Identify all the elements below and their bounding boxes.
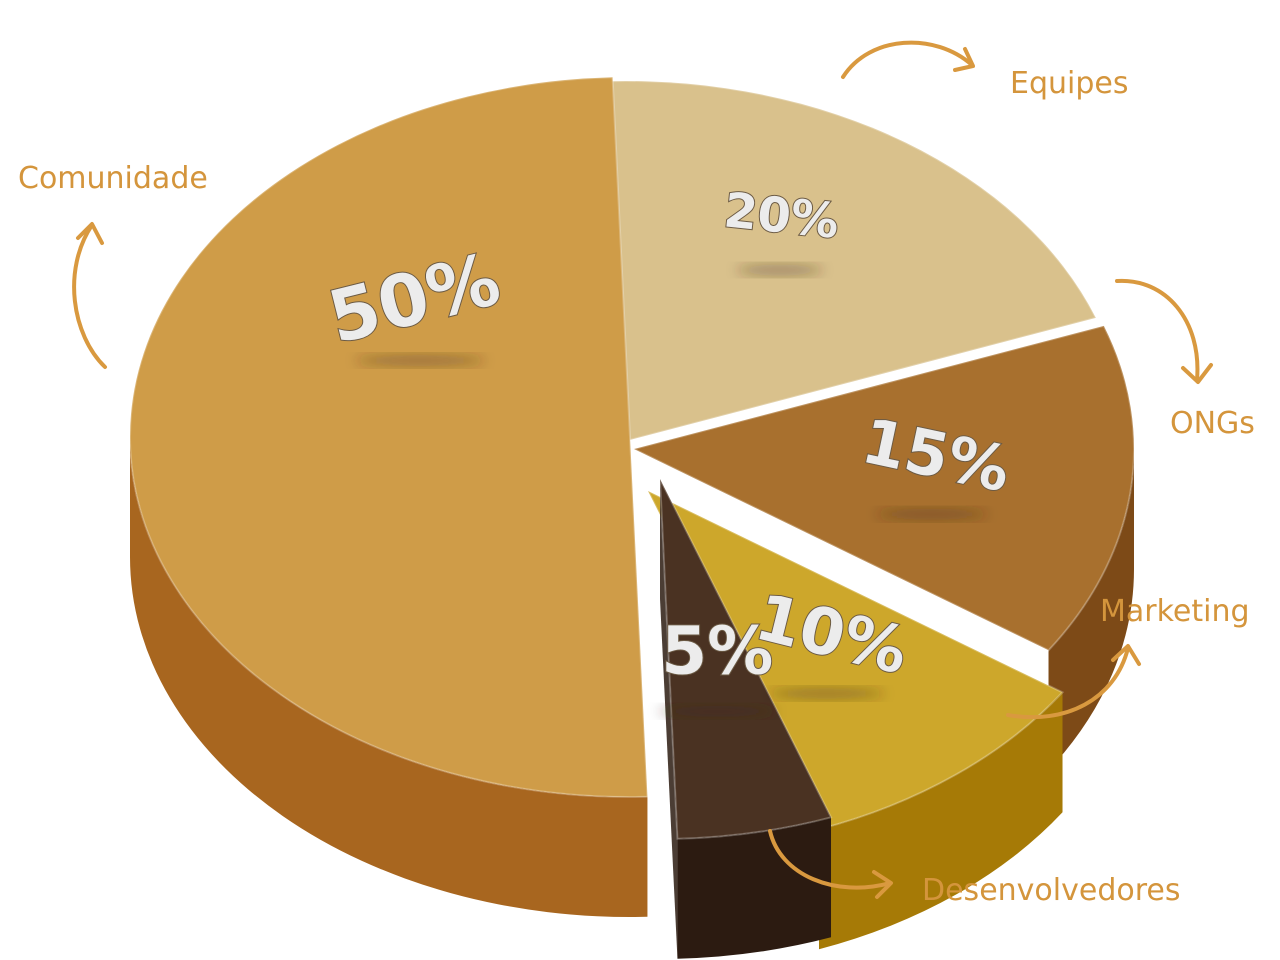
pie-slice-desenvolvedores — [659, 478, 833, 959]
label-shadow — [657, 705, 777, 718]
slice-top-face — [645, 488, 1065, 831]
slice-side-wall — [130, 437, 648, 918]
label-shadow — [736, 264, 823, 277]
curved-arrow-up-right-icon — [1006, 644, 1141, 720]
slice-top-face — [631, 324, 1135, 652]
curved-arrow-right-icon — [841, 40, 975, 79]
curved-arrow-down-icon — [1115, 278, 1213, 384]
percent-label-equipes: 20% — [721, 182, 841, 250]
pie-slice-equipes — [607, 80, 1098, 443]
label-desenvolvedores: Desenvolvedores — [922, 873, 1180, 908]
label-marketing: Marketing — [1100, 594, 1250, 629]
slice-side-wall — [1048, 449, 1134, 771]
slice-top-face — [659, 478, 833, 840]
curved-arrow-up-icon — [72, 222, 107, 369]
label-shadow — [875, 508, 988, 521]
slice-top-face — [129, 76, 649, 798]
label-ongs: ONGs — [1170, 406, 1255, 441]
pie-slice-comunidade — [129, 76, 649, 918]
slice-top-face — [607, 80, 1098, 443]
label-equipes: Equipes — [1010, 66, 1128, 101]
pie-slice-ongs — [631, 324, 1135, 771]
label-shadow — [768, 687, 885, 700]
label-shadow — [355, 354, 485, 367]
slice-cut-face — [660, 479, 678, 959]
curved-arrow-right-icon — [768, 829, 893, 899]
percent-label-desenvolvedores: 5% — [661, 612, 773, 689]
label-comunidade: Comunidade — [18, 161, 208, 196]
slice-side-wall — [677, 817, 832, 959]
